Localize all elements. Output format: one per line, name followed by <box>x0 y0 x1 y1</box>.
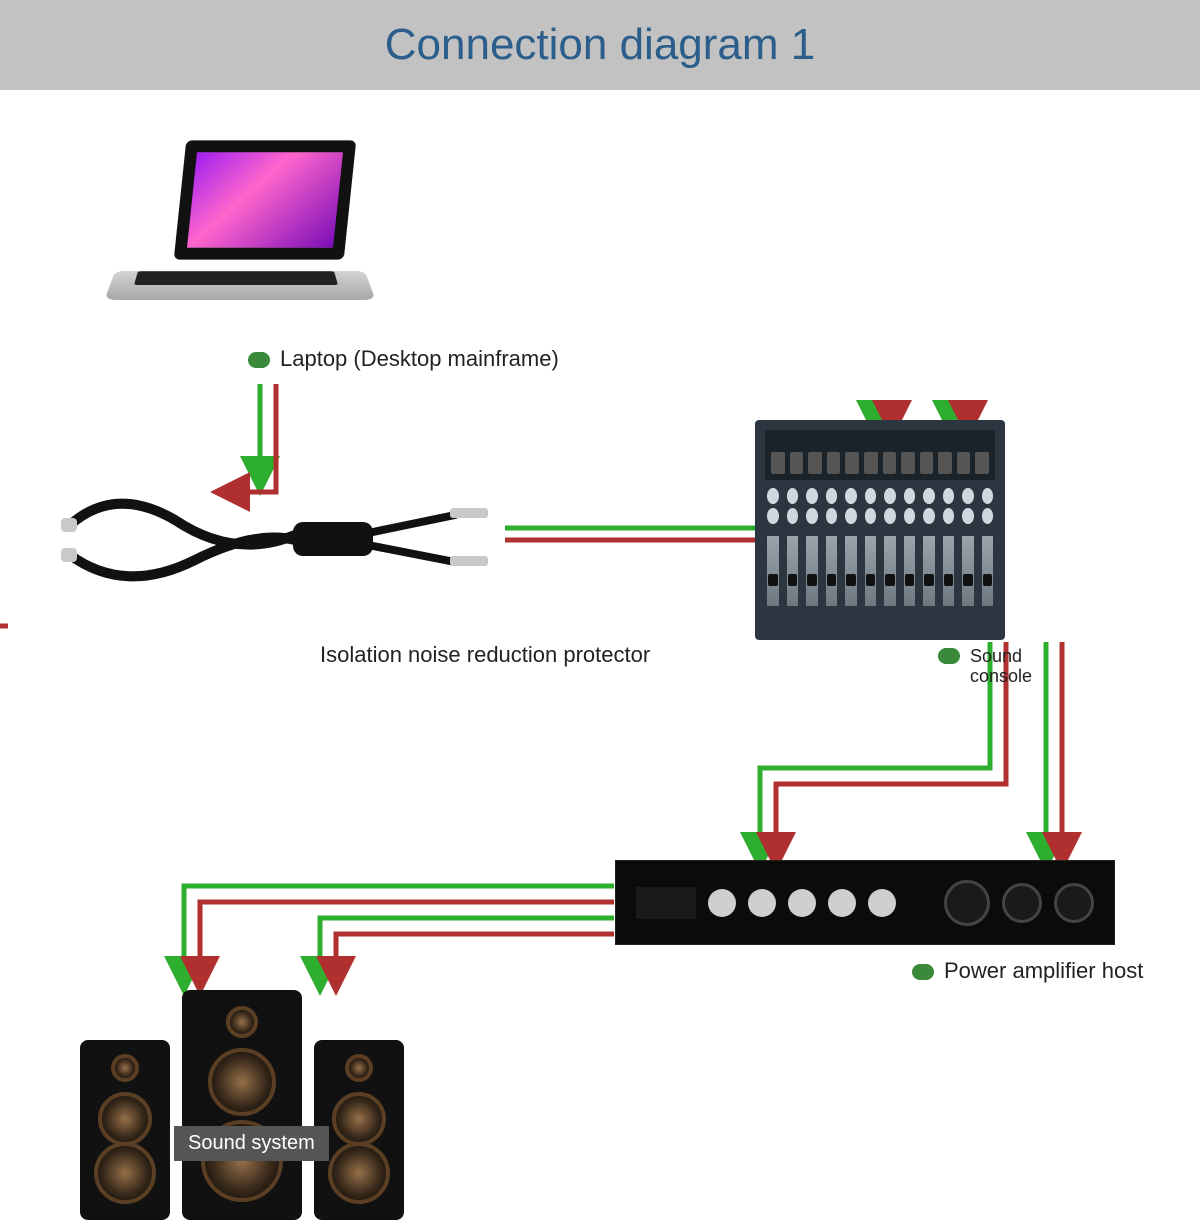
isolator-label: Isolation noise reduction protector <box>320 642 650 668</box>
mixer-icon <box>755 420 1005 640</box>
bullet-icon <box>938 648 960 664</box>
diagram-stage: Laptop (Desktop mainframe) Isolation noi… <box>0 90 1200 1200</box>
mixer-label: Sound console <box>938 646 1060 686</box>
isolator-cable-icon <box>55 480 495 600</box>
amplifier-label: Power amplifier host <box>912 958 1143 984</box>
bullet-icon <box>912 964 934 980</box>
speakers-label: Sound system <box>174 1126 329 1161</box>
bullet-icon <box>248 352 270 368</box>
laptop-icon <box>90 140 370 340</box>
amplifier-icon <box>615 860 1115 945</box>
laptop-label: Laptop (Desktop mainframe) <box>248 346 559 372</box>
page-title: Connection diagram 1 <box>385 20 815 70</box>
header-bar: Connection diagram 1 <box>0 0 1200 90</box>
speakers-icon <box>80 980 410 1220</box>
